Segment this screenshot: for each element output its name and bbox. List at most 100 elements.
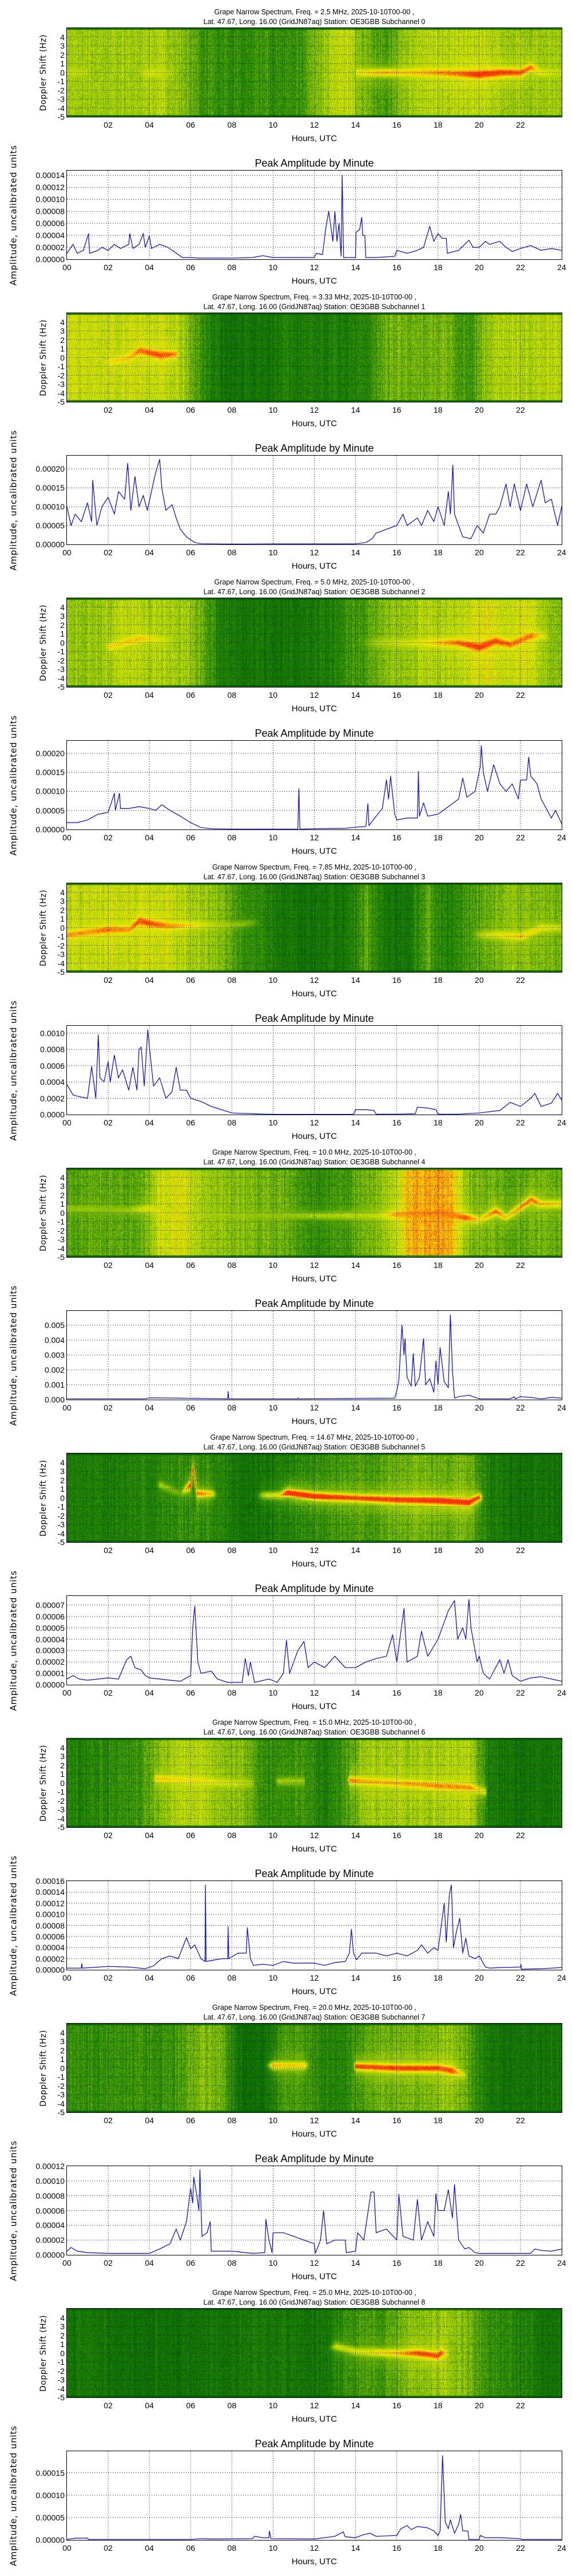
amplitude-chart-title: Peak Amplitude by Minute [255,1298,374,1309]
x-tick-label: 18 [433,2401,443,2410]
x-axis-label: Hours, UTC [291,1274,337,1284]
x-tick-label: 18 [433,405,443,414]
amplitude-chart-title: Peak Amplitude by Minute [255,1583,374,1594]
x-tick-label: 22 [516,2401,525,2410]
y-tick-label: 0.00006 [35,2206,65,2215]
y-tick-label: 0.00020 [35,464,65,474]
y-tick-label: 0.005 [44,1320,65,1330]
x-tick-label: 04 [145,690,154,700]
y-tick-label: -1 [57,1502,65,1511]
x-axis-label: Hours, UTC [291,561,337,571]
spectrogram [67,2309,562,2397]
plot-grid [67,2309,562,2397]
x-tick-label: 04 [145,833,154,842]
x-axis-label: Hours, UTC [291,276,337,286]
x-tick-label: 06 [186,2116,196,2125]
y-tick-label: -3 [57,2090,65,2099]
y-tick-label: 0.00014 [35,1887,65,1897]
x-tick-label: 22 [516,2116,525,2125]
x-tick-label: 10 [268,2543,278,2553]
x-tick-label: 06 [186,1261,196,1270]
y-tick-label: 2 [60,905,65,915]
spectrogram-title-line-1: Grape Narrow Spectrum, Freq. = 15.0 MHz,… [212,1718,416,1726]
x-tick-label: 16 [392,1118,402,1127]
x-tick-label: 10 [268,2401,278,2410]
x-tick-label: 02 [104,405,113,414]
x-tick-label: 08 [227,263,237,272]
x-tick-label: 12 [309,2258,319,2267]
x-tick-label: 02 [104,548,113,557]
x-axis-label: Hours, UTC [291,989,337,999]
spectrogram [67,2024,562,2112]
x-tick-label: 12 [309,1118,319,1127]
y-tick-label: 0 [60,68,65,77]
x-tick-label: 02 [104,2258,113,2267]
x-tick-label: 20 [475,1688,484,1697]
spectrogram-title-line-2: Lat. 47.67, Long. 16.00 (GridJN87aq) Sta… [203,2013,426,2021]
x-tick-label: 24 [557,1688,566,1697]
x-tick-label: 12 [309,2543,319,2553]
amplitude-line [67,745,562,829]
x-tick-label: 22 [516,1546,525,1555]
y-tick-label: -3 [57,665,65,674]
amplitude-chart [67,171,562,259]
channel-panel: Grape Narrow Spectrum, Freq. = 25.0 MHz,… [0,2281,572,2566]
spectrogram [67,598,562,687]
x-tick-label: 20 [475,2258,484,2267]
y-tick-label: 3 [60,896,65,906]
x-tick-label: 00 [62,1403,72,1412]
x-tick-label: 08 [227,2258,237,2267]
plot-grid [67,1739,562,1827]
y-tick-label: 4 [60,2028,65,2037]
amplitude-chart [67,741,562,829]
y-tick-label: 0.00006 [35,219,65,228]
spectrogram-title-line-2: Lat. 47.67, Long. 16.00 (GridJN87aq) Sta… [203,1728,426,1736]
x-tick-label: 02 [104,2401,113,2410]
x-tick-label: 08 [227,1118,237,1127]
x-tick-label: 16 [392,1688,402,1697]
x-tick-label: 06 [186,690,196,700]
x-axis-label: Hours, UTC [291,2129,337,2139]
x-tick-label: 00 [62,548,72,557]
spectrogram-title-line-2: Lat. 47.67, Long. 16.00 (GridJN87aq) Sta… [203,587,426,596]
x-tick-label: 00 [62,1118,72,1127]
x-tick-label: 04 [145,1831,154,1840]
y-tick-label: 0.00000 [35,1680,65,1689]
x-tick-label: 00 [62,1688,72,1697]
spectrogram-title-line-1: Grape Narrow Spectrum, Freq. = 5.0 MHz, … [214,578,415,586]
x-tick-label: 20 [475,690,484,700]
x-tick-label: 14 [351,690,360,700]
x-tick-label: 10 [268,1403,278,1412]
x-axis-label: Hours, UTC [291,2414,337,2424]
x-tick-label: 22 [516,1118,525,1127]
x-tick-label: 16 [392,263,402,272]
x-tick-label: 16 [392,405,402,414]
y-tick-label: 0.00004 [35,2221,65,2230]
y-tick-label: -1 [57,2072,65,2081]
x-tick-label: 18 [433,2116,443,2125]
spectrogram-title-line-1: Grape Narrow Spectrum, Freq. = 2.5 MHz, … [214,7,415,16]
x-tick-label: 08 [227,1403,237,1412]
x-tick-label: 04 [145,2543,154,2553]
plot-grid [67,2451,562,2540]
x-tick-label: 20 [475,1546,484,1555]
y-tick-label: 0.00000 [35,255,65,264]
amplitude-chart [67,1881,562,1970]
plot-grid [67,2024,562,2112]
x-tick-label: 24 [557,1403,566,1412]
x-tick-label: 10 [268,1118,278,1127]
y-tick-label: 3 [60,1752,65,1761]
x-tick-label: 10 [268,1831,278,1840]
y-tick-label: -4 [57,1528,65,1538]
y-tick-label: 0 [60,1493,65,1503]
y-tick-label: 2 [60,2330,65,2340]
x-tick-label: 10 [268,405,278,414]
y-tick-label: -2 [57,1796,65,1805]
plot-grid [67,1026,562,1115]
x-tick-label: 16 [392,1261,402,1270]
x-tick-label: 22 [516,833,525,842]
y-tick-label: -1 [57,2357,65,2366]
x-tick-label: 00 [62,2543,72,2553]
x-tick-label: 22 [516,2258,525,2267]
y-tick-label: -5 [57,112,65,121]
